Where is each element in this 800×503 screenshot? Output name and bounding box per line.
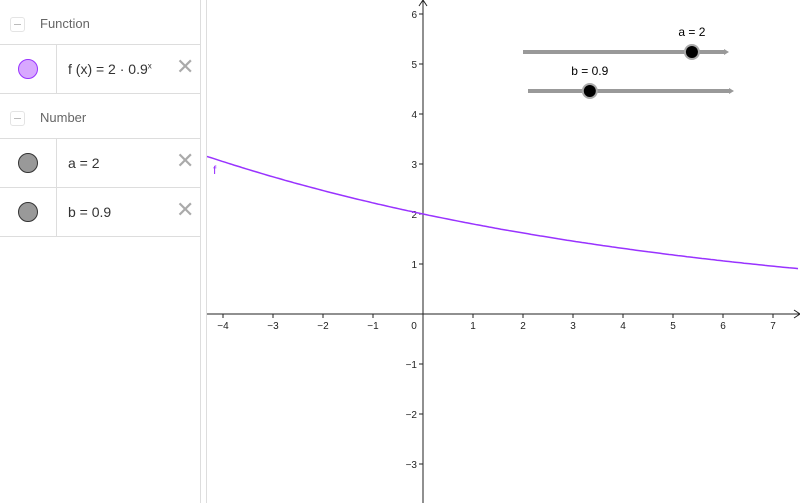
category-function: Function xyxy=(0,0,200,45)
visibility-toggle[interactable] xyxy=(18,153,38,173)
slider-knob[interactable] xyxy=(685,46,698,58)
y-tick-label: 1 xyxy=(411,260,417,271)
x-tick-label: 7 xyxy=(770,321,776,332)
slider-arrow-icon xyxy=(729,88,734,94)
close-icon[interactable]: ✕ xyxy=(176,197,195,222)
x-tick-label: 2 xyxy=(520,321,526,332)
collapse-toggle[interactable] xyxy=(10,111,25,126)
y-tick-label: −1 xyxy=(406,360,418,371)
view-divider[interactable] xyxy=(201,0,207,503)
function-curve-f[interactable] xyxy=(207,155,799,270)
x-tick-label: −4 xyxy=(217,321,229,332)
slider-label: a = 2 xyxy=(678,25,705,39)
y-tick-label: −2 xyxy=(406,410,418,421)
category-label: Function xyxy=(40,16,90,31)
x-axis-arrow-icon xyxy=(793,309,800,319)
x-tick-label: −3 xyxy=(267,321,279,332)
number-definition[interactable]: b = 0.9 xyxy=(68,204,112,220)
y-tick-label: 3 xyxy=(411,160,417,171)
slider-label: b = 0.9 xyxy=(571,64,608,78)
category-number: Number xyxy=(0,94,200,139)
y-tick-label: 4 xyxy=(411,110,417,121)
y-tick-label: 5 xyxy=(411,60,417,71)
x-tick-label: 3 xyxy=(570,321,576,332)
visibility-toggle[interactable] xyxy=(18,59,38,79)
close-icon[interactable]: ✕ xyxy=(176,54,195,79)
algebra-view: Function f (x) = 2 · 0.9x ✕ Number a = 2… xyxy=(0,0,201,503)
number-definition[interactable]: a = 2 xyxy=(68,155,100,171)
y-tick-label: −3 xyxy=(406,460,418,471)
x-tick-label: 4 xyxy=(620,321,626,332)
category-label: Number xyxy=(40,110,87,125)
y-tick-label: 6 xyxy=(411,10,417,21)
x-tick-label: −1 xyxy=(367,321,379,332)
close-icon[interactable]: ✕ xyxy=(176,148,195,173)
x-tick-label: −2 xyxy=(317,321,329,332)
x-tick-label: 5 xyxy=(670,321,676,332)
slider-knob[interactable] xyxy=(583,85,596,97)
visibility-toggle[interactable] xyxy=(18,202,38,222)
x-tick-label: 0 xyxy=(411,321,417,332)
y-axis-arrow-icon xyxy=(418,0,428,7)
x-tick-label: 6 xyxy=(720,321,726,332)
collapse-toggle[interactable] xyxy=(10,17,25,32)
algebra-item-a[interactable]: a = 2 ✕ xyxy=(0,139,200,188)
algebra-item-b[interactable]: b = 0.9 ✕ xyxy=(0,188,200,237)
algebra-item-f[interactable]: f (x) = 2 · 0.9x ✕ xyxy=(0,45,200,94)
x-tick-label: 1 xyxy=(470,321,476,332)
function-definition[interactable]: f (x) = 2 · 0.9x xyxy=(68,61,152,77)
slider-arrow-icon xyxy=(724,49,729,55)
function-label: f xyxy=(213,163,217,177)
graphics-view[interactable]: −4 −3 −2 −1 0 1 2 3 4 5 6 7 −3 −2 −1 1 2 3 4 5 6 f a = 2 b = 0.… xyxy=(207,0,800,503)
y-tick-label: 2 xyxy=(411,210,417,221)
